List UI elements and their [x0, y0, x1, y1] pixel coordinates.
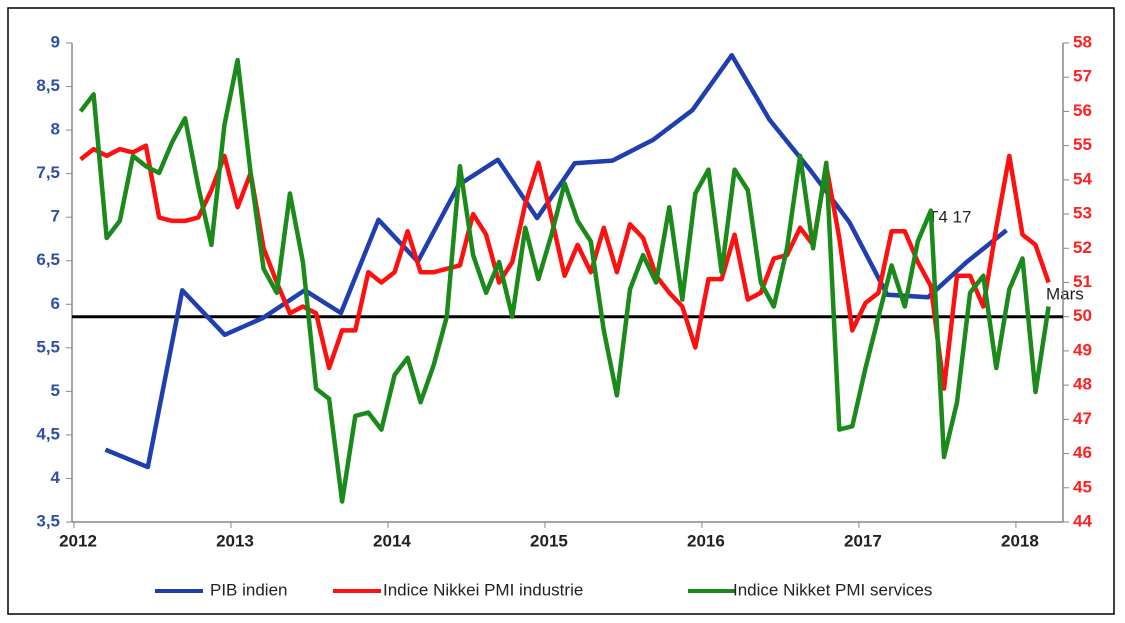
legend-label: PIB indien: [210, 580, 288, 599]
series-line: [78, 57, 1051, 504]
y2-tick-label: 56: [1073, 101, 1092, 120]
y2-tick-label: 44: [1073, 511, 1092, 530]
y-tick-label: 8: [51, 120, 60, 139]
x-tick-label: 2018: [1001, 531, 1039, 550]
y2-tick-label: 54: [1073, 169, 1092, 188]
y2-tick-label: 51: [1073, 272, 1092, 291]
y-tick-label: 4: [51, 468, 61, 487]
legend-label: Indice Nikkei PMI industrie: [383, 580, 583, 599]
y-tick-label: 8,5: [36, 76, 60, 95]
y-tick-label: 5,5: [36, 337, 60, 356]
y-tick-label: 6: [51, 294, 60, 313]
y2-tick-label: 53: [1073, 204, 1092, 223]
x-tick-label: 2016: [687, 531, 725, 550]
y-tick-label: 4,5: [36, 424, 60, 443]
y-tick-label: 6,5: [36, 250, 60, 269]
annotation: Mars: [1046, 284, 1084, 303]
y2-tick-label: 48: [1073, 375, 1092, 394]
series-line: [104, 52, 1008, 470]
x-tick-label: 2013: [216, 531, 254, 550]
y2-tick-label: 45: [1073, 477, 1092, 496]
y2-tick-label: 52: [1073, 238, 1092, 257]
y-tick-label: 9: [51, 32, 60, 51]
series-line: [79, 143, 1051, 391]
y2-tick-label: 55: [1073, 135, 1092, 154]
legend-label: Indice Nikket PMI services: [733, 580, 932, 599]
x-tick-label: 2014: [373, 531, 411, 550]
frame: [7, 7, 1115, 615]
y2-tick-label: 50: [1073, 306, 1092, 325]
y2-tick-label: 49: [1073, 340, 1092, 359]
y-tick-label: 5: [51, 381, 60, 400]
y-tick-label: 3,5: [36, 511, 60, 530]
y2-tick-label: 46: [1073, 443, 1092, 462]
y2-tick-label: 47: [1073, 409, 1092, 428]
x-tick-label: 2017: [844, 531, 882, 550]
y-tick-label: 7,5: [36, 163, 60, 182]
y-tick-label: 7: [51, 207, 60, 226]
annotation: T4 17: [928, 207, 971, 226]
x-tick-label: 2015: [530, 531, 568, 550]
y2-tick-label: 57: [1073, 67, 1092, 86]
x-tick-label: 2012: [59, 531, 97, 550]
y2-tick-label: 58: [1073, 32, 1092, 51]
